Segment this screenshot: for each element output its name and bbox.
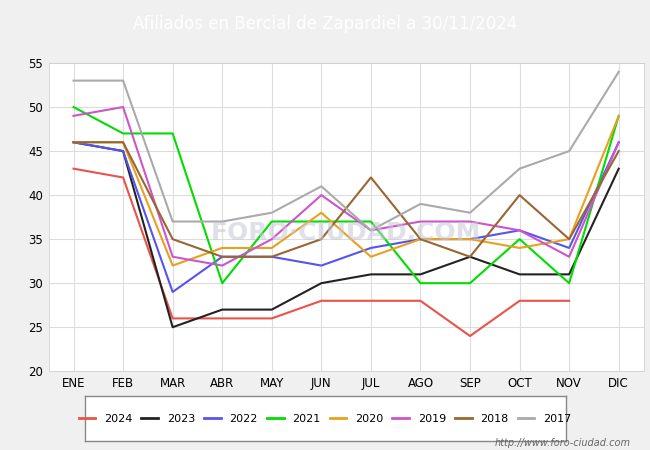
Text: http://www.foro-ciudad.com: http://www.foro-ciudad.com: [495, 438, 630, 448]
Text: Afiliados en Bercial de Zapardiel a 30/11/2024: Afiliados en Bercial de Zapardiel a 30/1…: [133, 14, 517, 33]
Legend: 2024, 2023, 2022, 2021, 2020, 2019, 2018, 2017: 2024, 2023, 2022, 2021, 2020, 2019, 2018…: [74, 409, 576, 428]
Text: FORO·CIUDAD.COM: FORO·CIUDAD.COM: [211, 220, 481, 244]
